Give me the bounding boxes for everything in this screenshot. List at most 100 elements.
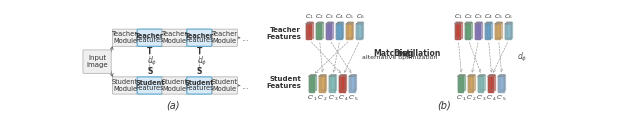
Polygon shape (326, 22, 333, 24)
Polygon shape (316, 22, 323, 24)
Polygon shape (486, 22, 492, 38)
Text: $C'_4$: $C'_4$ (337, 94, 348, 103)
Text: ...: ... (241, 34, 249, 43)
FancyBboxPatch shape (212, 29, 237, 46)
Polygon shape (488, 75, 495, 76)
Text: T: T (147, 47, 152, 56)
Text: $C'_3$: $C'_3$ (328, 94, 338, 103)
Polygon shape (467, 22, 472, 38)
Text: Features: Features (185, 85, 214, 91)
FancyBboxPatch shape (162, 29, 187, 46)
Text: $C_1$: $C_1$ (454, 12, 463, 21)
Polygon shape (317, 22, 323, 38)
Text: $C_3$: $C_3$ (325, 12, 334, 21)
Polygon shape (331, 75, 336, 90)
Polygon shape (460, 75, 465, 90)
Text: $C_1$: $C_1$ (305, 12, 314, 21)
Polygon shape (349, 76, 355, 92)
Polygon shape (339, 75, 346, 76)
Text: Teacher
Module: Teacher Module (212, 31, 238, 44)
Polygon shape (321, 75, 326, 90)
Polygon shape (328, 22, 333, 38)
Polygon shape (336, 24, 342, 39)
Text: (a): (a) (166, 101, 180, 111)
FancyBboxPatch shape (137, 29, 163, 46)
Text: T: T (196, 47, 202, 56)
Polygon shape (478, 76, 483, 92)
Text: S: S (196, 67, 202, 76)
Text: Distillation: Distillation (394, 49, 441, 58)
FancyBboxPatch shape (113, 29, 138, 46)
Polygon shape (336, 22, 343, 24)
Text: Features: Features (185, 37, 214, 43)
Polygon shape (465, 22, 472, 24)
Polygon shape (475, 22, 482, 24)
Polygon shape (309, 76, 314, 92)
Polygon shape (306, 22, 313, 24)
Text: $C'_2$: $C'_2$ (317, 94, 328, 103)
Polygon shape (468, 75, 475, 76)
Text: Teacher
Module: Teacher Module (161, 31, 188, 44)
Text: $C_3$: $C_3$ (474, 12, 483, 21)
Polygon shape (478, 75, 485, 76)
Polygon shape (488, 76, 493, 92)
Text: Student: Student (185, 80, 214, 86)
Polygon shape (319, 76, 324, 92)
Text: ...: ... (241, 82, 249, 91)
Polygon shape (306, 24, 311, 39)
Text: $C'_2$: $C'_2$ (467, 94, 477, 103)
Text: Student
Module: Student Module (112, 79, 138, 92)
Text: Student
Features: Student Features (266, 76, 301, 89)
FancyBboxPatch shape (212, 77, 237, 94)
Text: $C'_5$: $C'_5$ (497, 94, 507, 103)
Polygon shape (495, 22, 502, 24)
Polygon shape (454, 22, 462, 24)
Text: $C'_4$: $C'_4$ (486, 94, 497, 103)
Polygon shape (329, 76, 335, 92)
Text: $C'_5$: $C'_5$ (348, 94, 358, 103)
Text: $C_6$: $C_6$ (504, 12, 513, 21)
Polygon shape (505, 22, 512, 24)
Text: $C'_1$: $C'_1$ (456, 94, 467, 103)
Polygon shape (346, 24, 351, 39)
Polygon shape (485, 22, 492, 24)
Polygon shape (458, 76, 463, 92)
Text: alternative optimization: alternative optimization (362, 55, 438, 60)
Text: Teacher: Teacher (135, 33, 164, 39)
Text: $d_\phi$: $d_\phi$ (147, 55, 157, 68)
Polygon shape (458, 75, 465, 76)
Text: $C_2$: $C_2$ (464, 12, 473, 21)
Polygon shape (351, 75, 356, 90)
Text: $C_2$: $C_2$ (316, 12, 324, 21)
Polygon shape (468, 76, 474, 92)
Text: $d_\phi$: $d_\phi$ (196, 55, 207, 68)
Text: $C_5$: $C_5$ (346, 12, 355, 21)
Text: Student: Student (135, 80, 164, 86)
Polygon shape (338, 22, 343, 38)
Polygon shape (498, 75, 505, 76)
Text: Input
Image: Input Image (86, 55, 108, 68)
Text: Teacher
Features: Teacher Features (266, 27, 301, 40)
FancyBboxPatch shape (137, 77, 163, 94)
Text: Matching: Matching (374, 49, 414, 58)
Polygon shape (456, 22, 462, 38)
Polygon shape (479, 75, 485, 90)
Polygon shape (349, 75, 356, 76)
Text: S: S (147, 67, 152, 76)
Polygon shape (348, 22, 353, 38)
FancyBboxPatch shape (83, 50, 111, 73)
Polygon shape (495, 24, 500, 39)
Polygon shape (498, 76, 504, 92)
Polygon shape (341, 75, 346, 90)
Polygon shape (507, 22, 512, 38)
Polygon shape (329, 75, 336, 76)
FancyBboxPatch shape (162, 77, 187, 94)
Polygon shape (310, 75, 316, 90)
Polygon shape (505, 24, 511, 39)
Polygon shape (497, 22, 502, 38)
Text: Student
Module: Student Module (161, 79, 188, 92)
Polygon shape (470, 75, 475, 90)
Polygon shape (308, 22, 313, 38)
Polygon shape (490, 75, 495, 90)
FancyBboxPatch shape (113, 77, 138, 94)
